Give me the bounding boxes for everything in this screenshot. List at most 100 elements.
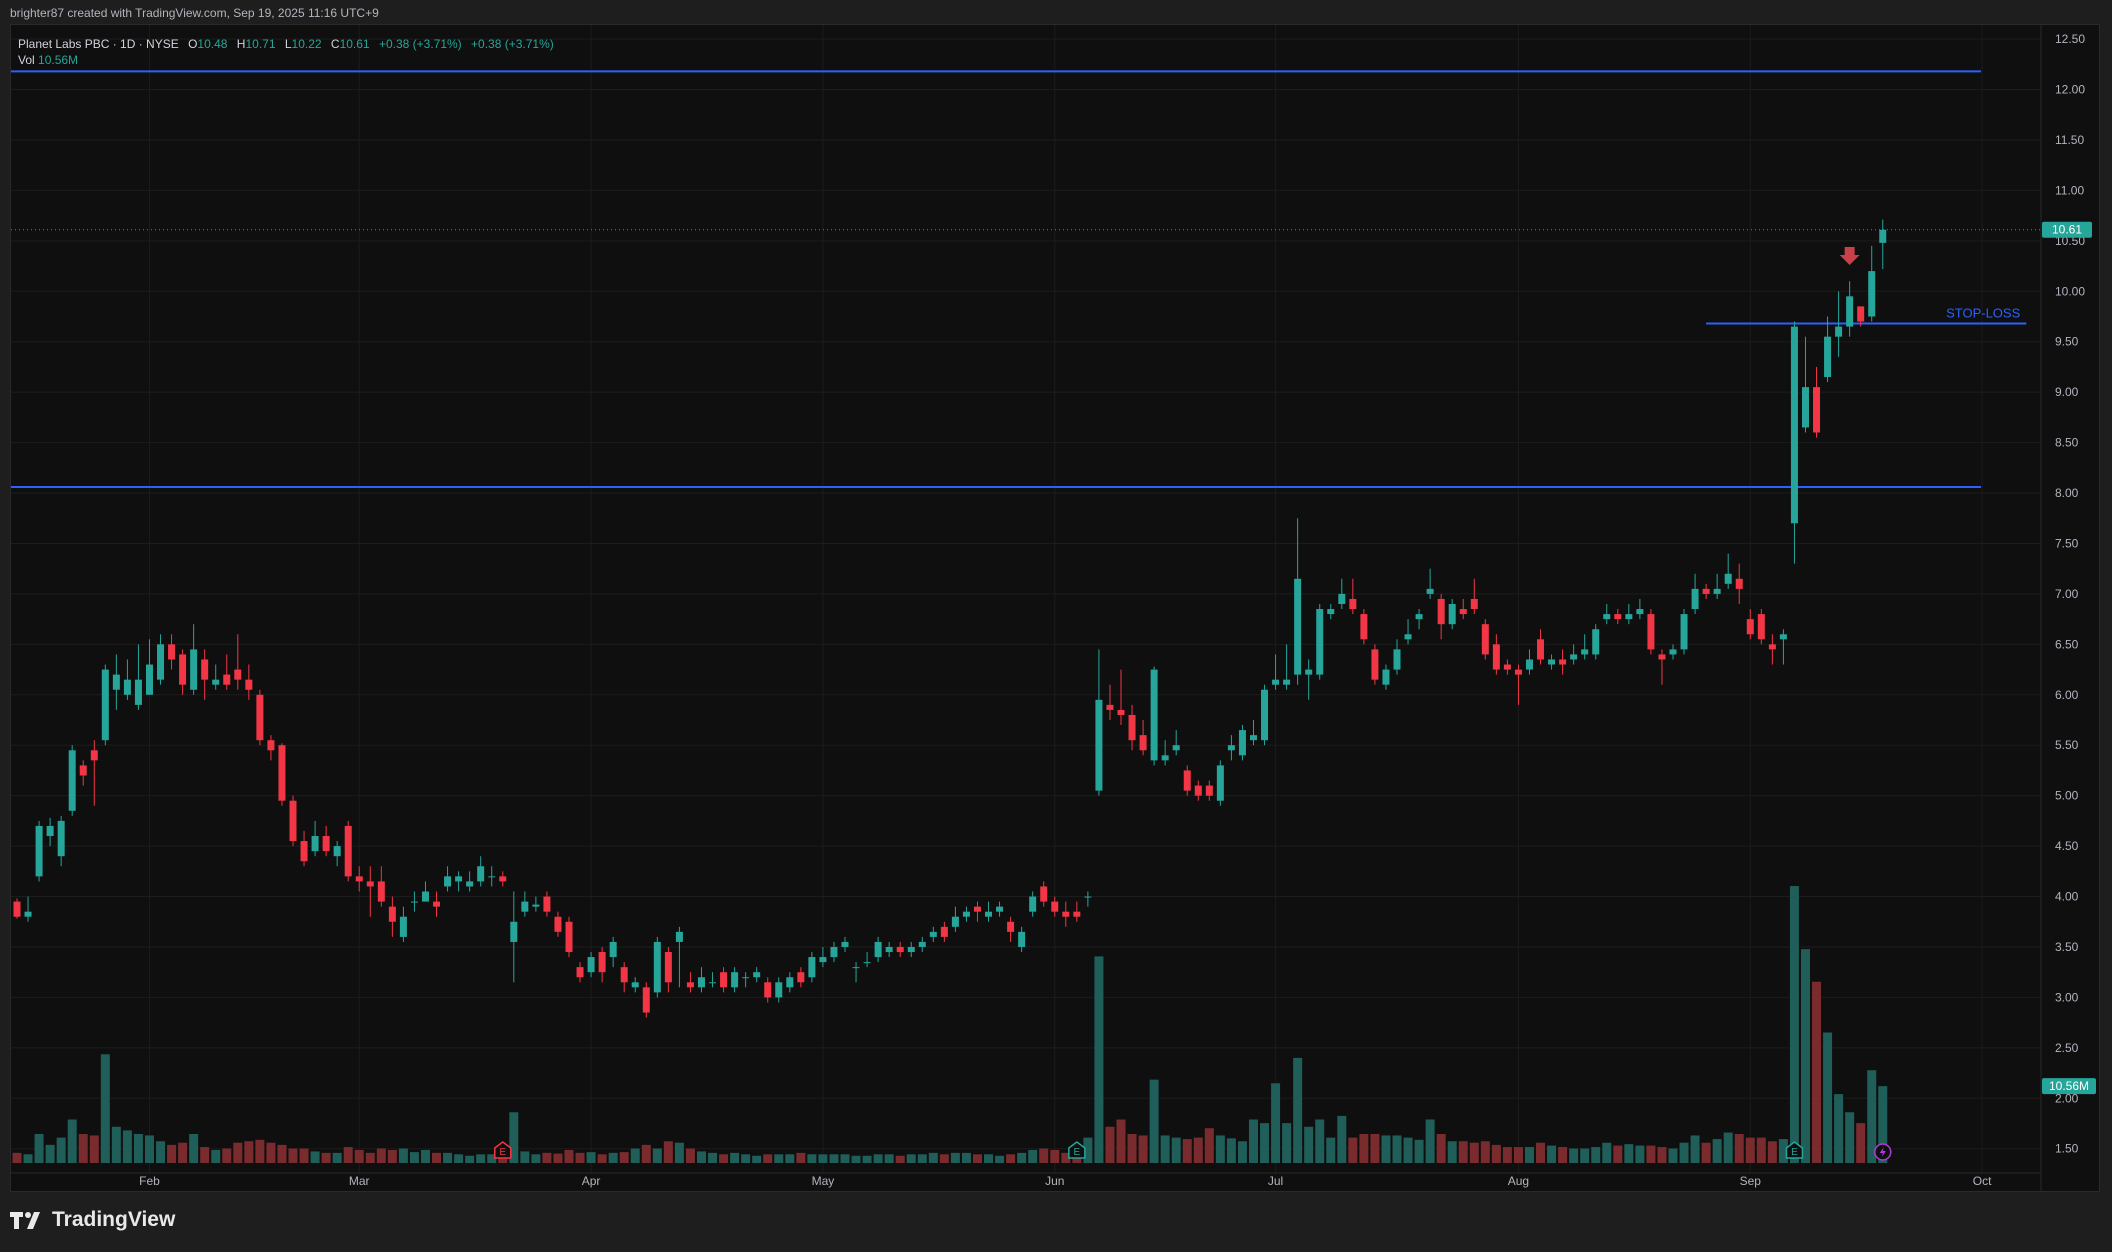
volume-bar bbox=[1701, 1142, 1711, 1163]
volume-bar bbox=[1723, 1132, 1733, 1163]
candle-body bbox=[1360, 614, 1368, 640]
volume-bar bbox=[167, 1144, 177, 1163]
volume-bar bbox=[829, 1154, 839, 1163]
volume-bar bbox=[1458, 1141, 1468, 1163]
price-tick-label: 9.50 bbox=[2055, 335, 2079, 349]
candle-body bbox=[1338, 593, 1346, 604]
candle-body bbox=[609, 941, 617, 958]
volume-bar bbox=[1248, 1119, 1258, 1163]
candle-body bbox=[554, 916, 562, 932]
legend-change-2: +0.38 (+3.71%) bbox=[471, 37, 554, 51]
volume-bar bbox=[454, 1154, 464, 1163]
candle-body bbox=[179, 654, 187, 685]
candle-body bbox=[1227, 745, 1235, 751]
candle-body bbox=[388, 906, 396, 922]
volume-bar bbox=[553, 1153, 563, 1163]
candle-body bbox=[1172, 745, 1180, 751]
candle-body bbox=[1073, 911, 1081, 917]
candle-body bbox=[885, 946, 893, 953]
volume-bar bbox=[984, 1154, 994, 1163]
volume-bar bbox=[730, 1152, 740, 1163]
volume-bar bbox=[255, 1139, 265, 1163]
candle-body bbox=[24, 911, 32, 917]
volume-bar bbox=[807, 1154, 817, 1163]
volume-bar bbox=[1403, 1137, 1413, 1163]
candle-body bbox=[808, 957, 816, 978]
volume-bar bbox=[266, 1142, 276, 1163]
volume-bar bbox=[972, 1154, 982, 1163]
tradingview-brand[interactable]: TradingView bbox=[10, 1208, 175, 1232]
candle-body bbox=[1548, 659, 1556, 665]
legend-open: 10.48 bbox=[197, 37, 228, 51]
candle-body bbox=[1272, 679, 1280, 685]
volume-bar bbox=[1569, 1148, 1579, 1163]
candle-body bbox=[1492, 644, 1500, 670]
candle-body bbox=[1150, 669, 1158, 761]
candle-body bbox=[1393, 649, 1401, 670]
candle-body bbox=[1746, 619, 1754, 635]
candle-body bbox=[1735, 578, 1743, 589]
candle-body bbox=[399, 916, 407, 937]
volume-bar bbox=[1734, 1134, 1744, 1163]
time-axis[interactable]: Feb Mar Apr May Jun Jul Aug Sep Oct bbox=[11, 1172, 2041, 1188]
volume-bar bbox=[1326, 1137, 1336, 1163]
volume-bar bbox=[1215, 1135, 1225, 1163]
candle-body bbox=[565, 921, 573, 953]
candle-body bbox=[918, 941, 926, 947]
volume-bar bbox=[785, 1154, 795, 1163]
legend-symbol[interactable]: Planet Labs PBC · 1D · NYSE bbox=[18, 37, 179, 51]
candle-body bbox=[1205, 785, 1213, 796]
volume-bar bbox=[1381, 1135, 1391, 1163]
volume-bar bbox=[1602, 1142, 1612, 1163]
candle-body bbox=[46, 825, 54, 837]
volume-bar bbox=[542, 1152, 552, 1163]
volume-bar bbox=[774, 1154, 784, 1163]
price-tick-label: 9.00 bbox=[2055, 385, 2079, 399]
volume-bar bbox=[1039, 1148, 1049, 1163]
candle-body bbox=[1592, 629, 1600, 655]
volume-bar bbox=[719, 1154, 729, 1163]
candle-body bbox=[355, 876, 363, 882]
volume-bar bbox=[1094, 956, 1104, 1163]
candle-body bbox=[1559, 659, 1567, 665]
volume-bar bbox=[100, 1054, 110, 1163]
candle-body bbox=[68, 750, 76, 811]
volume-bar bbox=[1635, 1145, 1645, 1163]
candle-body bbox=[477, 866, 485, 882]
volume-bar bbox=[928, 1152, 938, 1163]
legend-volume-label[interactable]: Vol bbox=[18, 53, 35, 67]
candle-body bbox=[79, 765, 87, 776]
candle-body bbox=[1691, 588, 1699, 610]
candle-body bbox=[223, 674, 231, 685]
volume-bar bbox=[1370, 1134, 1380, 1163]
price-axis[interactable]: 12.5012.0011.5011.0010.5010.009.509.008.… bbox=[2040, 25, 2096, 1191]
horizontal-lines[interactable]: STOP-LOSS bbox=[11, 70, 2041, 488]
volume-bar bbox=[818, 1154, 828, 1163]
price-tick-label: 5.50 bbox=[2055, 738, 2079, 752]
volume-bar bbox=[1712, 1139, 1722, 1163]
candle-body bbox=[499, 876, 507, 882]
volume-bar bbox=[189, 1134, 199, 1163]
volume-bar bbox=[1017, 1152, 1027, 1163]
candle-body bbox=[764, 982, 772, 998]
volume-bar bbox=[608, 1152, 618, 1163]
candle-body bbox=[1824, 336, 1832, 378]
candle-body bbox=[1581, 649, 1589, 655]
volume-bar bbox=[1547, 1145, 1557, 1163]
candle-body bbox=[267, 740, 275, 751]
volume-bar bbox=[233, 1142, 243, 1163]
volume-bar bbox=[597, 1154, 607, 1163]
candle-body bbox=[907, 946, 915, 953]
volume-bar bbox=[1436, 1134, 1446, 1163]
price-tick-label: 11.50 bbox=[2055, 133, 2084, 147]
candle-body bbox=[201, 659, 209, 680]
candle-body bbox=[35, 825, 43, 877]
time-tick-label: Sep bbox=[1740, 1174, 1762, 1188]
volume-bar bbox=[652, 1148, 662, 1163]
price-tick-label: 12.00 bbox=[2055, 83, 2085, 97]
candle-body bbox=[1349, 598, 1357, 610]
candle-body bbox=[1525, 659, 1533, 670]
legend-close-label: C bbox=[330, 37, 340, 51]
